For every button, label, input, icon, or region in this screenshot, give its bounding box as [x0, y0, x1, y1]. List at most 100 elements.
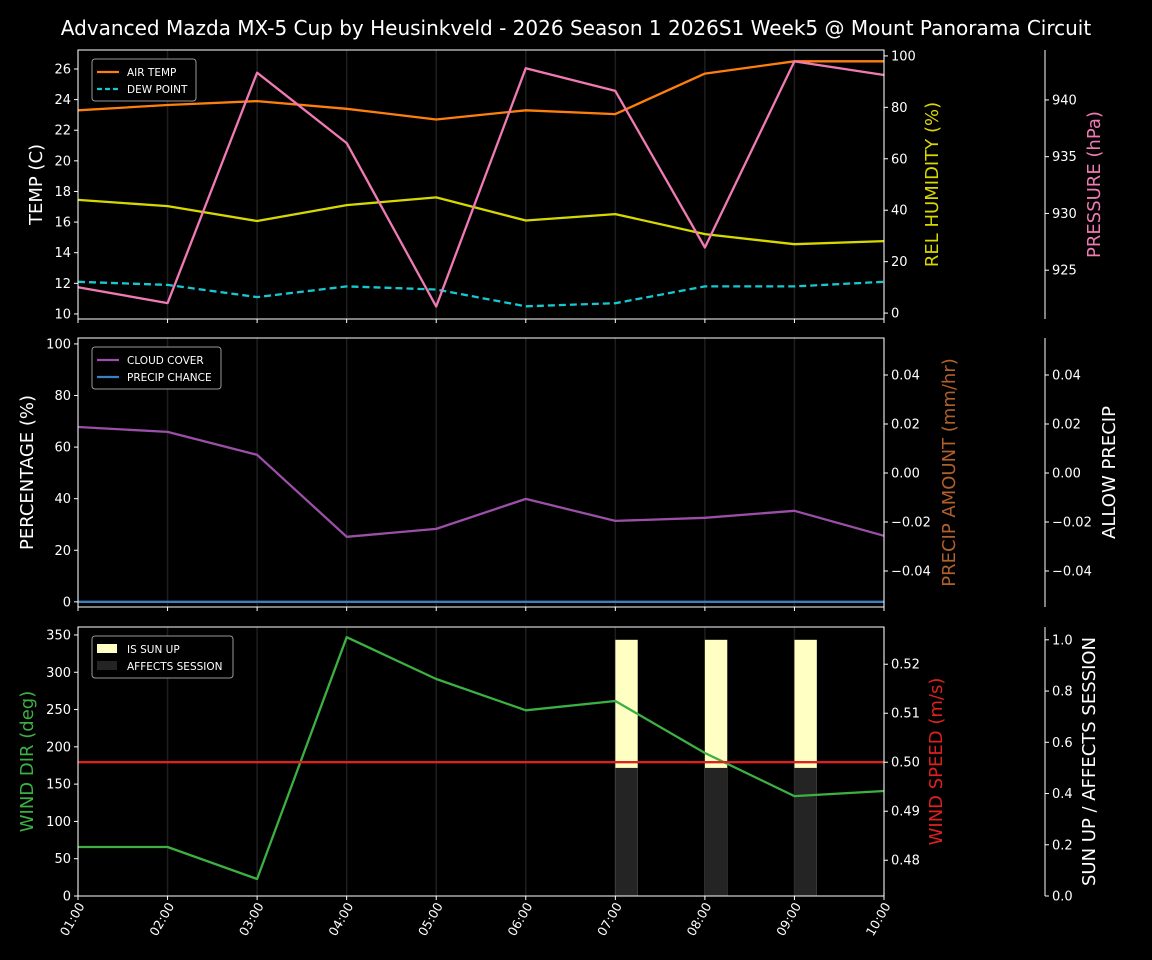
legend-label: AIR TEMP	[127, 67, 176, 79]
y-tick-label: 12	[54, 277, 71, 292]
x-tick-label: 02:00	[146, 900, 177, 939]
legend-box	[91, 346, 222, 390]
y-tick-label: 14	[54, 246, 71, 261]
y-tick-label: 0.00	[891, 466, 920, 481]
y-tick-label: 0.04	[891, 368, 920, 383]
series-line-axis2	[77, 60, 885, 308]
y-tick-label: −0.04	[891, 564, 931, 579]
plot-frame	[77, 626, 885, 897]
y-tick-label: 150	[46, 778, 71, 793]
y-tick-label: 300	[46, 666, 71, 681]
bar-affects-session	[794, 767, 817, 896]
y-tick-label: 16	[54, 216, 71, 231]
y-tick-label: 200	[46, 740, 71, 755]
y-tick-label: 10	[54, 307, 71, 322]
legend-box	[91, 635, 234, 679]
y-tick-label: 0.02	[891, 417, 920, 432]
y-tick-label: 100	[46, 815, 71, 830]
y-tick-label: 0.00	[1052, 466, 1081, 481]
axis-label: REL HUMIDITY (%)	[922, 102, 943, 267]
y-tick-label: 50	[54, 852, 71, 867]
x-tick-label: 07:00	[594, 900, 625, 939]
y-tick-label: 0.0	[1052, 890, 1073, 905]
y-tick-label: 40	[54, 492, 71, 507]
x-tick-label: 09:00	[773, 900, 804, 939]
y-tick-label: 0.02	[1052, 417, 1081, 432]
legend: CLOUD COVER PRECIP CHANCE	[91, 346, 222, 390]
y-tick-label: 0.4	[1052, 787, 1073, 802]
x-tick-label: 06:00	[504, 900, 535, 939]
plot-frame	[77, 49, 885, 320]
x-tick-label: 10:00	[863, 900, 894, 939]
legend-label: AFFECTS SESSION	[127, 661, 223, 673]
y-tick-label: 0	[63, 890, 71, 905]
panel-3: 0 50 100 150 200 250 300 350 WIND DIR (deg) 0.48 0…	[17, 626, 1100, 939]
x-tick-label: 08:00	[684, 900, 715, 939]
legend-label: CLOUD COVER	[127, 355, 204, 367]
y-tick-label: 80	[54, 389, 71, 404]
bar-affects-session	[704, 767, 728, 896]
series-line-cloud-cover	[77, 425, 885, 538]
axis-label: PRECIP AMOUNT (mm/hr)	[939, 358, 960, 587]
y-tick-label: 0.8	[1052, 685, 1073, 700]
y-tick-label: 250	[46, 703, 71, 718]
axis-label: PRESSURE (hPa)	[1084, 111, 1105, 258]
legend-swatch	[97, 644, 117, 653]
x-tick-label: 01:00	[57, 900, 88, 939]
y-tick-label: 24	[54, 93, 71, 108]
series-line-air-temp	[77, 60, 884, 121]
y-tick-label: 0.04	[1052, 368, 1081, 383]
y-tick-label: 60	[54, 441, 71, 456]
x-tick-label: 05:00	[415, 900, 446, 939]
y-tick-label: 930	[1052, 207, 1077, 222]
y-tick-label: 0	[891, 307, 899, 322]
y-tick-label: 940	[1052, 93, 1077, 108]
y-tick-label: 26	[54, 62, 71, 77]
y-tick-label: 20	[54, 544, 71, 559]
y-tick-label: 0.2	[1052, 838, 1073, 853]
y-tick-label: 100	[46, 337, 71, 352]
y-tick-label: 0.48	[891, 854, 920, 869]
y-tick-label: 350	[46, 628, 71, 643]
y-tick-label: 22	[54, 124, 71, 139]
x-tick-label: 03:00	[236, 900, 267, 939]
y-tick-label: 100	[891, 49, 916, 64]
legend-label: IS SUN UP	[127, 644, 180, 656]
y-tick-label: 80	[891, 101, 908, 116]
series-line-dew-point	[77, 280, 885, 308]
series-line-axis0	[78, 636, 885, 881]
legend: IS SUN UP AFFECTS SESSION	[91, 635, 234, 679]
axis-label: SUN UP / AFFECTS SESSION	[1079, 637, 1100, 886]
legend: AIR TEMP DEW POINT	[91, 58, 197, 102]
y-tick-label: 40	[891, 204, 908, 219]
y-tick-label: 0.52	[891, 658, 920, 673]
bar-affects-session	[615, 767, 638, 896]
legend-label: DEW POINT	[127, 84, 188, 96]
x-tick-label: 04:00	[325, 900, 356, 939]
y-tick-label: 0	[63, 595, 71, 610]
panel-1: 10 12 14 16 18 20 22 24 26 TEMP (C) 0 20 40 60 80 100 RE…	[26, 49, 1105, 323]
legend-swatch	[97, 661, 117, 670]
y-tick-label: 0.49	[891, 805, 920, 820]
axis-label: WIND SPEED (m/s)	[926, 678, 947, 846]
axis-label: PERCENTAGE (%)	[17, 395, 38, 550]
y-tick-label: 0.51	[891, 707, 920, 722]
y-tick-label: 935	[1052, 150, 1077, 165]
axis-label: ALLOW PRECIP	[1099, 406, 1120, 539]
panel-2: 0 20 40 60 80 100 PERCENTAGE (%) −0.04 −0.02 0.00…	[17, 337, 1120, 611]
axis-label: TEMP (C)	[26, 144, 47, 226]
chart-title: Advanced Mazda MX-5 Cup by Heusinkveld -…	[61, 16, 1092, 40]
y-tick-label: 0.50	[891, 756, 920, 771]
y-tick-label: 1.0	[1052, 633, 1073, 648]
axis-label: WIND DIR (deg)	[17, 691, 38, 833]
y-tick-label: 0.6	[1052, 736, 1073, 751]
y-tick-label: −0.02	[891, 515, 931, 530]
series-line-axis1	[77, 196, 885, 246]
y-tick-label: 60	[891, 152, 908, 167]
y-tick-label: −0.02	[1052, 515, 1092, 530]
legend-label: PRECIP CHANCE	[127, 372, 212, 384]
y-tick-label: 925	[1052, 264, 1077, 279]
y-tick-label: 18	[54, 185, 71, 200]
legend-box	[91, 58, 197, 102]
